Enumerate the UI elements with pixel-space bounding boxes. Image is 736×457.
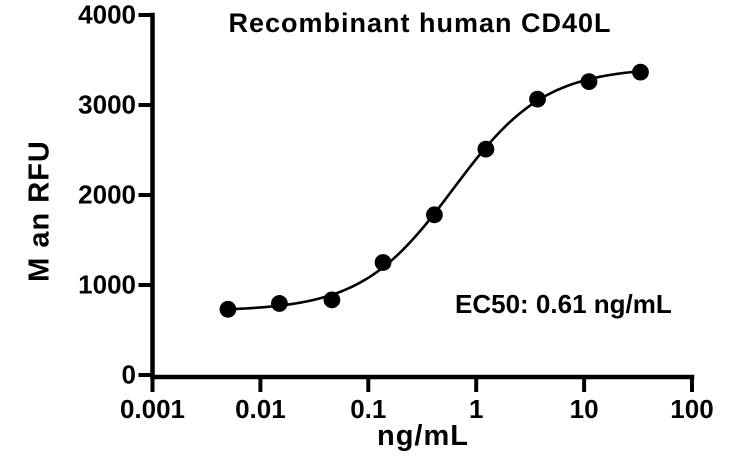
chart-title: Recombinant human CD40L xyxy=(228,8,612,38)
data-point xyxy=(426,206,443,224)
data-point xyxy=(477,140,495,158)
data-point xyxy=(271,295,288,312)
y-tick-label: 4000 xyxy=(78,0,136,30)
data-point xyxy=(323,291,341,309)
x-axis-label: ng/mL xyxy=(377,420,469,452)
x-tick-label: 0.01 xyxy=(235,394,286,424)
x-tick-label: 10 xyxy=(570,394,599,424)
x-tick-label: 0.001 xyxy=(120,394,185,424)
data-point xyxy=(219,300,237,318)
x-tick-label: 0.1 xyxy=(350,394,386,424)
y-tick-label: 2000 xyxy=(78,180,136,210)
y-axis-label: M an RFU xyxy=(23,140,56,282)
x-tick-label: 1 xyxy=(469,394,483,424)
data-point xyxy=(580,73,598,90)
y-tick-label: 3000 xyxy=(78,90,136,120)
ec50-annotation: EC50: 0.61 ng/mL xyxy=(455,289,672,319)
fit-curve xyxy=(227,69,641,311)
data-point xyxy=(529,90,546,108)
data-point xyxy=(632,63,649,81)
y-tick-label: 1000 xyxy=(78,270,136,300)
x-tick-label: 100 xyxy=(670,394,713,424)
y-tick-label: 0 xyxy=(122,360,136,390)
data-point xyxy=(374,254,392,271)
